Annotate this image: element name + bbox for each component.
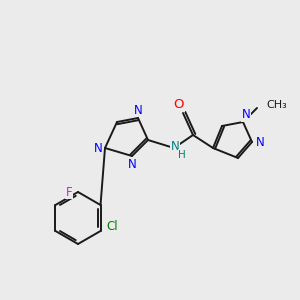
Text: N: N: [171, 140, 179, 154]
Text: N: N: [256, 136, 264, 148]
Text: N: N: [128, 158, 136, 170]
Text: O: O: [174, 98, 184, 112]
Text: H: H: [178, 150, 186, 160]
Text: Cl: Cl: [107, 220, 118, 233]
Text: N: N: [134, 103, 142, 116]
Text: N: N: [94, 142, 102, 154]
Text: CH₃: CH₃: [266, 100, 287, 110]
Text: F: F: [66, 185, 72, 199]
Text: N: N: [242, 109, 250, 122]
